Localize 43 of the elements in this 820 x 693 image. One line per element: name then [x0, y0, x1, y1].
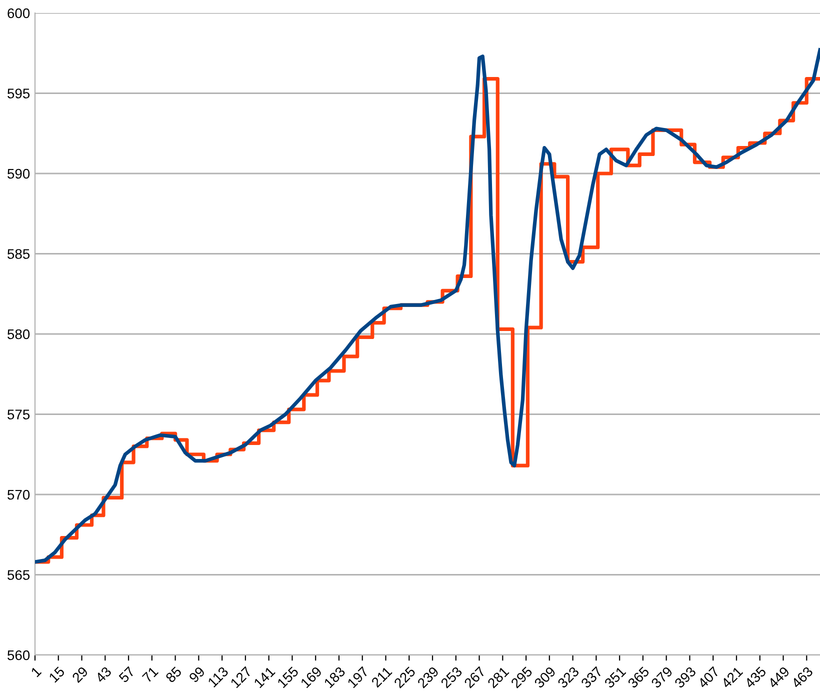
x-tick-label: 267: [464, 666, 486, 689]
x-tick-label: 225: [393, 666, 416, 689]
x-tick-label: 197: [346, 666, 370, 688]
x-tick-label: 1: [30, 666, 42, 678]
x-tick-label: 323: [557, 666, 580, 689]
x-tick-label: 281: [487, 666, 510, 689]
x-tick-label: 71: [142, 666, 159, 683]
y-tick-label: 575: [8, 410, 30, 420]
x-tick-label: 421: [720, 666, 744, 689]
x-tick-label: 435: [744, 666, 767, 689]
x-tick-label: 295: [510, 666, 533, 689]
y-tick-label: 590: [8, 168, 30, 179]
x-tick-label: 365: [627, 666, 650, 689]
x-tick-label: 127: [230, 666, 252, 688]
x-tick-label: 337: [580, 666, 603, 689]
x-tick-label: 239: [416, 666, 440, 689]
y-tick-label: 560: [8, 650, 30, 660]
y-tick-label: 570: [8, 490, 30, 500]
x-tick-label: 43: [94, 666, 112, 684]
x-tick-label: 99: [188, 666, 206, 684]
x-tick-label: 379: [650, 666, 674, 689]
x-tick-label: 57: [118, 666, 136, 684]
x-tick-label: 211: [370, 666, 392, 688]
x-tick-label: 141: [254, 666, 276, 688]
x-tick-label: 155: [276, 666, 300, 688]
x-tick-label: 113: [207, 666, 229, 688]
x-tick-label: 15: [48, 666, 66, 683]
x-tick-label: 29: [72, 666, 89, 684]
x-tick-label: 449: [767, 666, 790, 689]
x-tick-label: 183: [324, 666, 346, 688]
y-tick-label: 565: [8, 570, 30, 580]
y-tick-label: 580: [8, 329, 30, 340]
x-tick-label: 407: [697, 666, 720, 689]
x-tick-label: 351: [604, 666, 626, 689]
x-tick-label: 253: [440, 666, 463, 689]
x-tick-label: 169: [300, 666, 322, 688]
y-tick-label: 595: [8, 88, 30, 98]
y-tick-label: 585: [8, 249, 30, 259]
x-tick-label: 393: [674, 666, 697, 689]
x-tick-label: 463: [790, 666, 814, 689]
x-tick-label: 309: [534, 666, 556, 689]
y-tick-label: 600: [8, 8, 30, 18]
x-tick-label: 85: [165, 666, 182, 684]
